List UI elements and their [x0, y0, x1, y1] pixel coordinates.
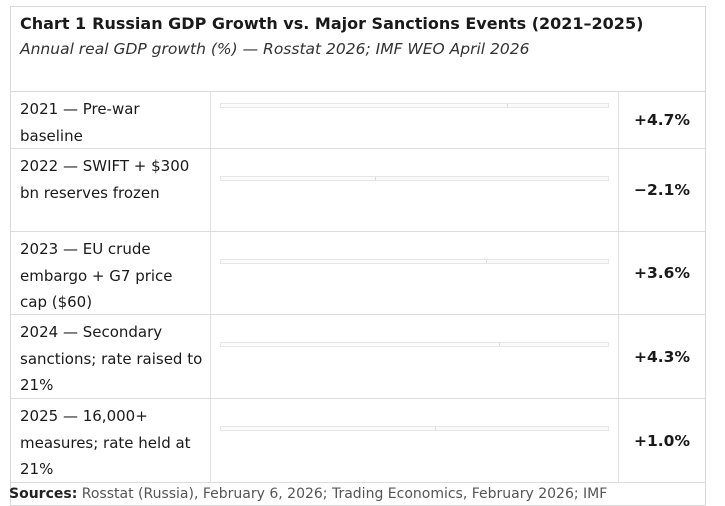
chart-row: 2023 — EU crude embargo + G7 price cap (…: [11, 232, 705, 315]
chart-frame: Chart 1 Russian GDP Growth vs. Major Sanc…: [10, 6, 706, 506]
footer-text: Rosstat (Russia), February 6, 2026; Trad…: [81, 486, 608, 502]
chart-rows: 2021 — Pre-war baseline +4.7% 2022 — SWIFT…: [11, 92, 705, 483]
value-label: +4.7%: [634, 111, 690, 129]
bar-track: [220, 176, 609, 181]
category-label: 2024 — Secondary sanctions; rate raised …: [11, 315, 211, 398]
chart-footer: Sources: Rosstat (Russia), February 6, 2…: [9, 486, 607, 502]
category-label: 2023 — EU crude embargo + G7 price cap (…: [11, 232, 211, 314]
value-label: +3.6%: [634, 264, 690, 282]
value-label: +1.0%: [634, 431, 690, 450]
bar-track: [220, 426, 609, 431]
bar-cell: [211, 232, 619, 314]
chart-row: 2024 — Secondary sanctions; rate raised …: [11, 315, 705, 399]
value-label: +4.3%: [634, 347, 690, 366]
chart-number: Chart 1: [20, 14, 87, 33]
chart-row: 2021 — Pre-war baseline +4.7%: [11, 92, 705, 149]
bar: [221, 343, 500, 346]
bar-track: [220, 342, 609, 347]
bar: [221, 260, 487, 263]
chart-subtitle: Annual real GDP growth (%) — Rosstat 202…: [20, 40, 530, 58]
chart-title-text: Russian GDP Growth vs. Major Sanctions E…: [92, 14, 644, 33]
chart-row: 2025 — 16,000+ measures; rate held at 21…: [11, 399, 705, 483]
chart-header: Chart 1 Russian GDP Growth vs. Major Sanc…: [11, 7, 705, 92]
bar: [221, 177, 376, 180]
category-label: 2021 — Pre-war baseline: [11, 92, 211, 148]
value-label: −2.1%: [634, 181, 690, 199]
category-label: 2025 — 16,000+ measures; rate held at 21…: [11, 399, 211, 482]
chart-title: Chart 1 Russian GDP Growth vs. Major Sanc…: [20, 13, 705, 35]
footer-label: Sources:: [9, 486, 78, 502]
bar-cell: [211, 149, 619, 231]
category-label: 2022 — SWIFT + $300 bn reserves frozen: [11, 149, 211, 231]
chart-row: 2022 — SWIFT + $300 bn reserves frozen −2…: [11, 149, 705, 232]
bar: [221, 104, 508, 107]
bar-track: [220, 259, 609, 264]
bar-track: [220, 103, 609, 108]
bar-cell: [211, 315, 619, 398]
bar-cell: [211, 92, 619, 148]
bar: [221, 427, 436, 430]
bar-cell: [211, 399, 619, 482]
